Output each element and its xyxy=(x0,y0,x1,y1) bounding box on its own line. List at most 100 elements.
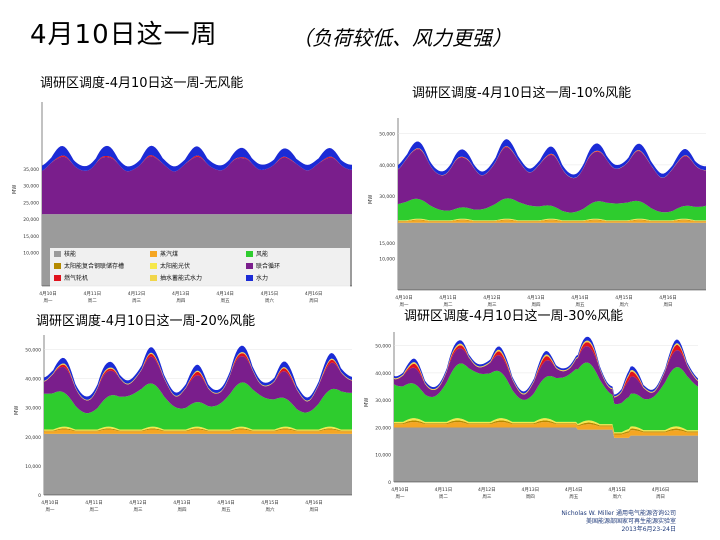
legend-label: 水力 xyxy=(256,274,268,282)
series-area-csp-storage xyxy=(44,428,352,432)
series-area-hydro xyxy=(398,139,706,178)
x-tick-label: 4月12日 xyxy=(129,500,147,506)
x-tick-label: 周五 xyxy=(221,298,230,304)
x-tick-label: 周三 xyxy=(132,298,141,304)
x-tick-label: 4月11日 xyxy=(435,487,453,493)
legend-label: 燃气轮机 xyxy=(64,274,88,282)
y-tick-label: 40,000 xyxy=(379,163,395,169)
legend-swatch xyxy=(246,251,253,257)
series-area-solar-pv xyxy=(398,218,706,221)
legend-swatch xyxy=(150,251,157,257)
x-tick-label: 4月16日 xyxy=(659,295,677,301)
y-tick-label: 20,000 xyxy=(375,425,391,431)
x-tick-label: 4月10日 xyxy=(41,500,59,506)
page-title: 4月10日这一周 xyxy=(30,20,218,50)
legend-label: 核能 xyxy=(64,250,76,258)
x-tick-label: 周四 xyxy=(178,507,187,513)
x-tick-label: 周六 xyxy=(620,301,629,308)
legend-swatch xyxy=(246,263,253,269)
legend-label: 风能 xyxy=(256,250,268,258)
x-tick-label: 4月11日 xyxy=(83,291,101,297)
legend-swatch xyxy=(150,275,157,281)
chart-panel-no-wind: 调研区调度-4月10日这一周-无风能 10,000 15,000 20,000 25,… xyxy=(0,60,360,310)
y-tick-label: 30,000 xyxy=(23,184,39,190)
credit: Nicholas W. Miller 通用电气能源咨询公司 美国能源部国家可再生… xyxy=(561,510,676,534)
x-tick-label: 4月15日 xyxy=(608,487,626,493)
legend-swatch xyxy=(54,263,61,269)
chart-title: 调研区调度-4月10日这一周-30%风能 xyxy=(404,309,624,324)
x-tick-label: 周日 xyxy=(310,507,319,513)
x-tick-label: 4月12日 xyxy=(478,487,496,493)
x-tick-label: 周三 xyxy=(134,507,143,513)
x-tick-label: 4月12日 xyxy=(128,291,146,297)
series-area-steam-coal xyxy=(44,429,352,434)
series-area-ccgt xyxy=(398,147,706,213)
series-area-ccgt xyxy=(44,356,352,414)
series-area-ccgt xyxy=(42,156,352,215)
y-tick-label: 25,000 xyxy=(23,200,39,206)
credit-org: 美国能源部国家可再生能源实验室 xyxy=(585,518,676,525)
x-tick-label: 4月11日 xyxy=(85,500,103,506)
x-tick-label: 4月13日 xyxy=(521,487,539,493)
y-tick-label: 0 xyxy=(388,480,391,486)
legend-swatch xyxy=(150,263,157,269)
x-tick-label: 4月13日 xyxy=(173,500,191,506)
x-tick-label: 4月14日 xyxy=(216,291,234,297)
series-area-csp-storage xyxy=(398,219,706,222)
chart-svg: 0 10,000 20,000 30,000 40,000 50,000 MW 4月10日周一… xyxy=(14,335,352,513)
legend-label: 太阳能复合钢联储存槽 xyxy=(64,262,124,270)
x-tick-label: 周一 xyxy=(400,302,409,308)
legend-label: 蒸汽煤 xyxy=(160,250,178,258)
series-area-gas-turbine xyxy=(44,353,352,402)
legend-swatch xyxy=(54,275,61,281)
x-tick-label: 周一 xyxy=(44,298,53,304)
series-area-hydro xyxy=(42,145,352,172)
y-tick-label: 50,000 xyxy=(375,344,391,350)
x-tick-label: 4月16日 xyxy=(652,487,670,493)
series-area-wind xyxy=(44,382,352,430)
y-tick-label: 10,000 xyxy=(25,464,41,470)
x-tick-label: 4月15日 xyxy=(261,500,279,506)
y-tick-label: 40,000 xyxy=(375,371,391,377)
x-tick-label: 周四 xyxy=(176,298,185,304)
series-area-ccgt xyxy=(394,346,698,405)
x-tick-label: 4月16日 xyxy=(305,291,323,297)
y-tick-label: 15,000 xyxy=(379,241,395,247)
chart-title: 调研区调度-4月10日这一周-10%风能 xyxy=(412,86,632,101)
x-tick-label: 周三 xyxy=(488,302,497,308)
series-area-wind xyxy=(398,198,706,221)
x-tick-label: 周五 xyxy=(576,302,585,308)
x-tick-label: 4月16日 xyxy=(305,500,323,506)
y-tick-label: 10,000 xyxy=(379,257,395,263)
x-tick-label: 周二 xyxy=(88,298,97,304)
credit-date: 2013年6月23-24日 xyxy=(621,526,676,533)
y-tick-label: 20,000 xyxy=(23,217,39,223)
chart-panel-30pct-wind: 调研区调度-4月10日这一周-30%风能 0 10,000 20,000 30,000… xyxy=(360,300,720,540)
y-axis-label: MW xyxy=(14,406,20,415)
y-axis-label: MW xyxy=(12,185,18,194)
y-tick-label: 0 xyxy=(38,493,41,499)
series-area-steam-coal xyxy=(398,220,706,223)
series-area-solar-pv xyxy=(44,426,352,431)
chart-panel-20pct-wind: 调研区调度-4月10日这一周-20%风能 0 10,000 20,000 30,000… xyxy=(0,305,360,540)
series-area-hydro xyxy=(44,345,352,401)
x-tick-label: 4月14日 xyxy=(565,487,583,493)
legend-label: 太阳能光伏 xyxy=(160,262,190,270)
chart-svg: 10,000 15,000 20,000 25,000 30,000 35,000 MW 4月… xyxy=(12,102,352,304)
chart-title: 调研区调度-4月10日这一周-20%风能 xyxy=(36,314,256,329)
y-tick-label: 30,000 xyxy=(25,406,41,412)
x-tick-label: 周五 xyxy=(569,494,578,500)
x-tick-label: 周一 xyxy=(46,507,55,513)
x-tick-label: 4月13日 xyxy=(527,295,545,301)
x-tick-label: 周二 xyxy=(444,302,453,308)
y-tick-label: 50,000 xyxy=(25,348,41,354)
x-tick-label: 周二 xyxy=(439,494,448,500)
y-axis-label: MW xyxy=(368,195,374,204)
chart-panel-10pct-wind: 调研区调度-4月10日这一周-10%风能 10,000 15,000 30,000 4… xyxy=(360,60,720,310)
y-tick-label: 50,000 xyxy=(379,132,395,138)
x-tick-label: 周日 xyxy=(309,298,318,304)
legend-box xyxy=(50,248,350,290)
y-tick-label: 10,000 xyxy=(23,251,39,257)
x-tick-label: 4月13日 xyxy=(172,291,190,297)
